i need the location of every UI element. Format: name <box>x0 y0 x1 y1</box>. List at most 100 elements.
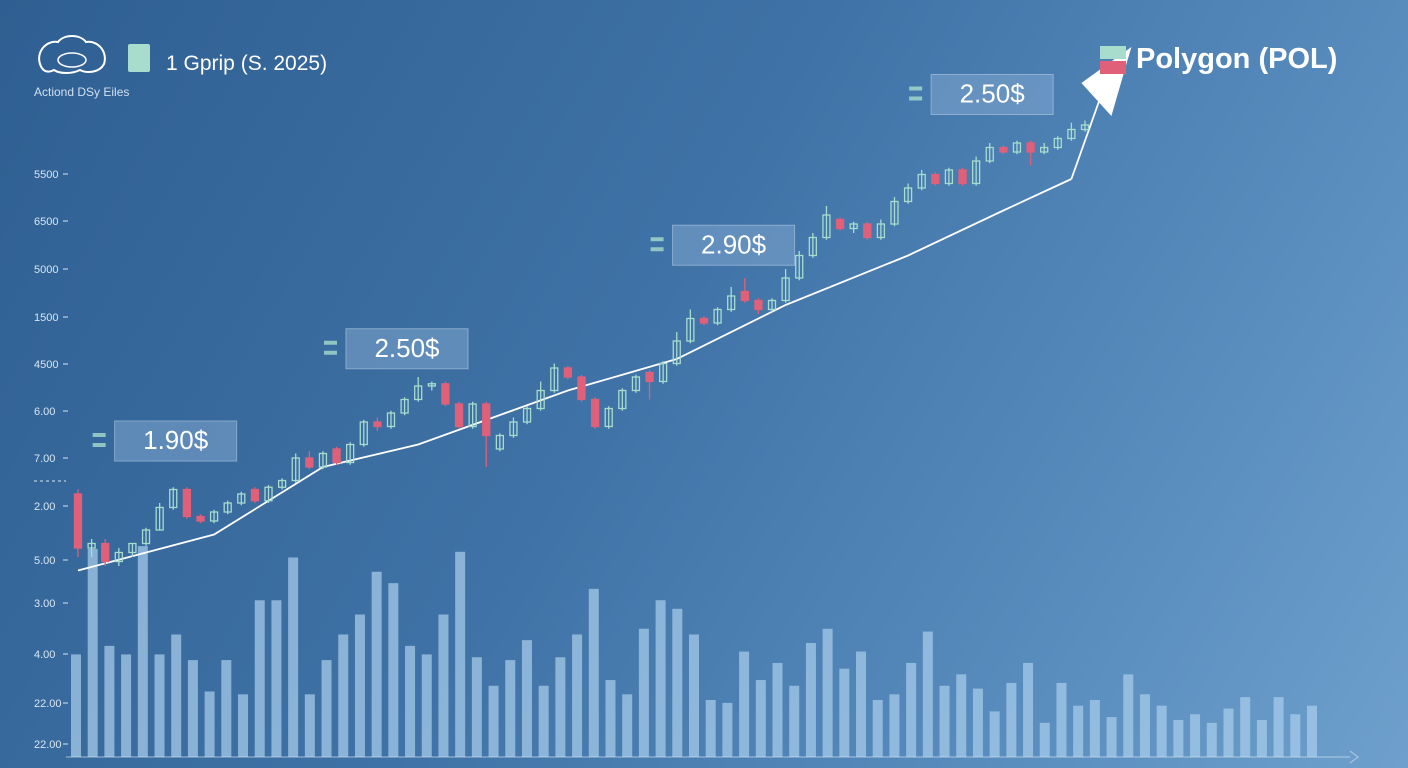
candle <box>1053 136 1062 150</box>
volume-bar <box>304 694 315 757</box>
candle-body-down <box>182 488 192 518</box>
volume-bar <box>705 700 716 757</box>
candle-body-up <box>386 412 396 428</box>
y-tick-label: 7.00 <box>34 453 55 465</box>
candle <box>495 433 505 452</box>
volume-bar <box>839 668 850 757</box>
volume-bar <box>354 614 365 757</box>
volume-bar <box>989 711 1000 757</box>
candle <box>359 419 368 447</box>
volume-bar <box>1139 694 1150 757</box>
volume-bar <box>471 657 482 757</box>
trend-line-tail <box>1070 88 1105 180</box>
volume-bar <box>972 688 983 757</box>
candle-body-up <box>169 488 178 509</box>
candle-body-up <box>985 146 994 162</box>
logo-icon <box>38 35 106 74</box>
y-tick-label: 22.00 <box>34 739 62 751</box>
volume-bar <box>154 654 165 757</box>
volume-bar <box>1039 722 1050 757</box>
volume-bar <box>421 654 432 757</box>
candle <box>209 509 219 524</box>
volume-bar <box>371 571 382 757</box>
candle <box>277 478 287 490</box>
candle-body-down <box>740 290 749 302</box>
candle <box>822 206 831 240</box>
candle-body-up <box>509 421 518 437</box>
candle <box>931 172 940 186</box>
candle <box>386 410 396 429</box>
candle <box>863 221 872 240</box>
candle-body-up <box>1067 128 1076 140</box>
candle <box>550 363 559 393</box>
volume-bar <box>438 614 449 757</box>
candle <box>346 442 355 465</box>
candle-body-up <box>550 367 559 392</box>
volume-bar <box>572 634 583 757</box>
candle <box>618 388 627 411</box>
candle <box>114 548 123 566</box>
candle-body-down <box>958 169 967 185</box>
legend-swatch-icon <box>1100 45 1126 74</box>
candle <box>482 401 491 467</box>
candle-body-down <box>441 383 450 405</box>
candle-body-down <box>577 376 586 401</box>
candle <box>985 143 994 164</box>
volume-bar <box>388 583 399 757</box>
volume-bar <box>1206 722 1217 757</box>
candle <box>305 451 314 470</box>
candle-body-up <box>876 223 886 239</box>
candle-body-up <box>237 493 246 504</box>
y-tick-label: 1500 <box>34 312 58 324</box>
volume-bar <box>254 600 265 757</box>
volume-bar <box>104 645 115 757</box>
annotation-box <box>345 328 469 370</box>
candle-body-up <box>1012 142 1022 153</box>
candle <box>767 298 777 312</box>
volume-bar <box>755 680 766 757</box>
volume-bar <box>1240 697 1251 757</box>
volume-bar <box>772 662 783 757</box>
annotation-marker-up <box>909 86 923 91</box>
volume-bar <box>1073 705 1084 757</box>
candle <box>699 316 709 326</box>
annotation-marker-down <box>650 247 664 252</box>
price-annotation: 2.50$ <box>909 74 1054 115</box>
volume-bar <box>521 640 532 757</box>
volume-bar <box>1290 714 1301 757</box>
candle <box>971 156 981 186</box>
candle <box>536 381 545 411</box>
candles <box>73 120 1090 566</box>
candle-body-up <box>631 376 641 392</box>
volume-bar <box>271 600 282 757</box>
volume-bar <box>906 662 917 757</box>
trendline <box>77 47 1132 572</box>
candle-body-up <box>971 160 981 185</box>
candle-body-down <box>863 223 872 239</box>
candle <box>808 233 817 258</box>
candle-body-up <box>128 542 137 554</box>
candle <box>332 446 341 465</box>
candle <box>169 487 178 510</box>
volume-bar <box>87 548 98 757</box>
volume-bar <box>288 557 299 757</box>
candle <box>237 491 246 506</box>
volume-bar <box>588 588 599 757</box>
candle-body-down <box>73 493 83 549</box>
annotation-marker-up <box>650 237 664 242</box>
candle-body-up <box>1053 137 1062 149</box>
volume-bar <box>822 628 833 757</box>
series-swatch <box>128 44 150 72</box>
candle-body-up <box>795 254 804 279</box>
annotation-box <box>930 74 1054 115</box>
volume-bar <box>789 685 800 757</box>
candle <box>645 370 654 400</box>
candle-body-up <box>808 236 817 257</box>
candle-body-down <box>999 146 1008 153</box>
annotation-marker-up <box>323 340 337 345</box>
annotation-marker-up <box>92 433 106 437</box>
candle-body-up <box>727 295 736 311</box>
annotation-label: 2.50$ <box>374 333 440 363</box>
candle <box>631 374 641 393</box>
candle <box>73 489 83 557</box>
